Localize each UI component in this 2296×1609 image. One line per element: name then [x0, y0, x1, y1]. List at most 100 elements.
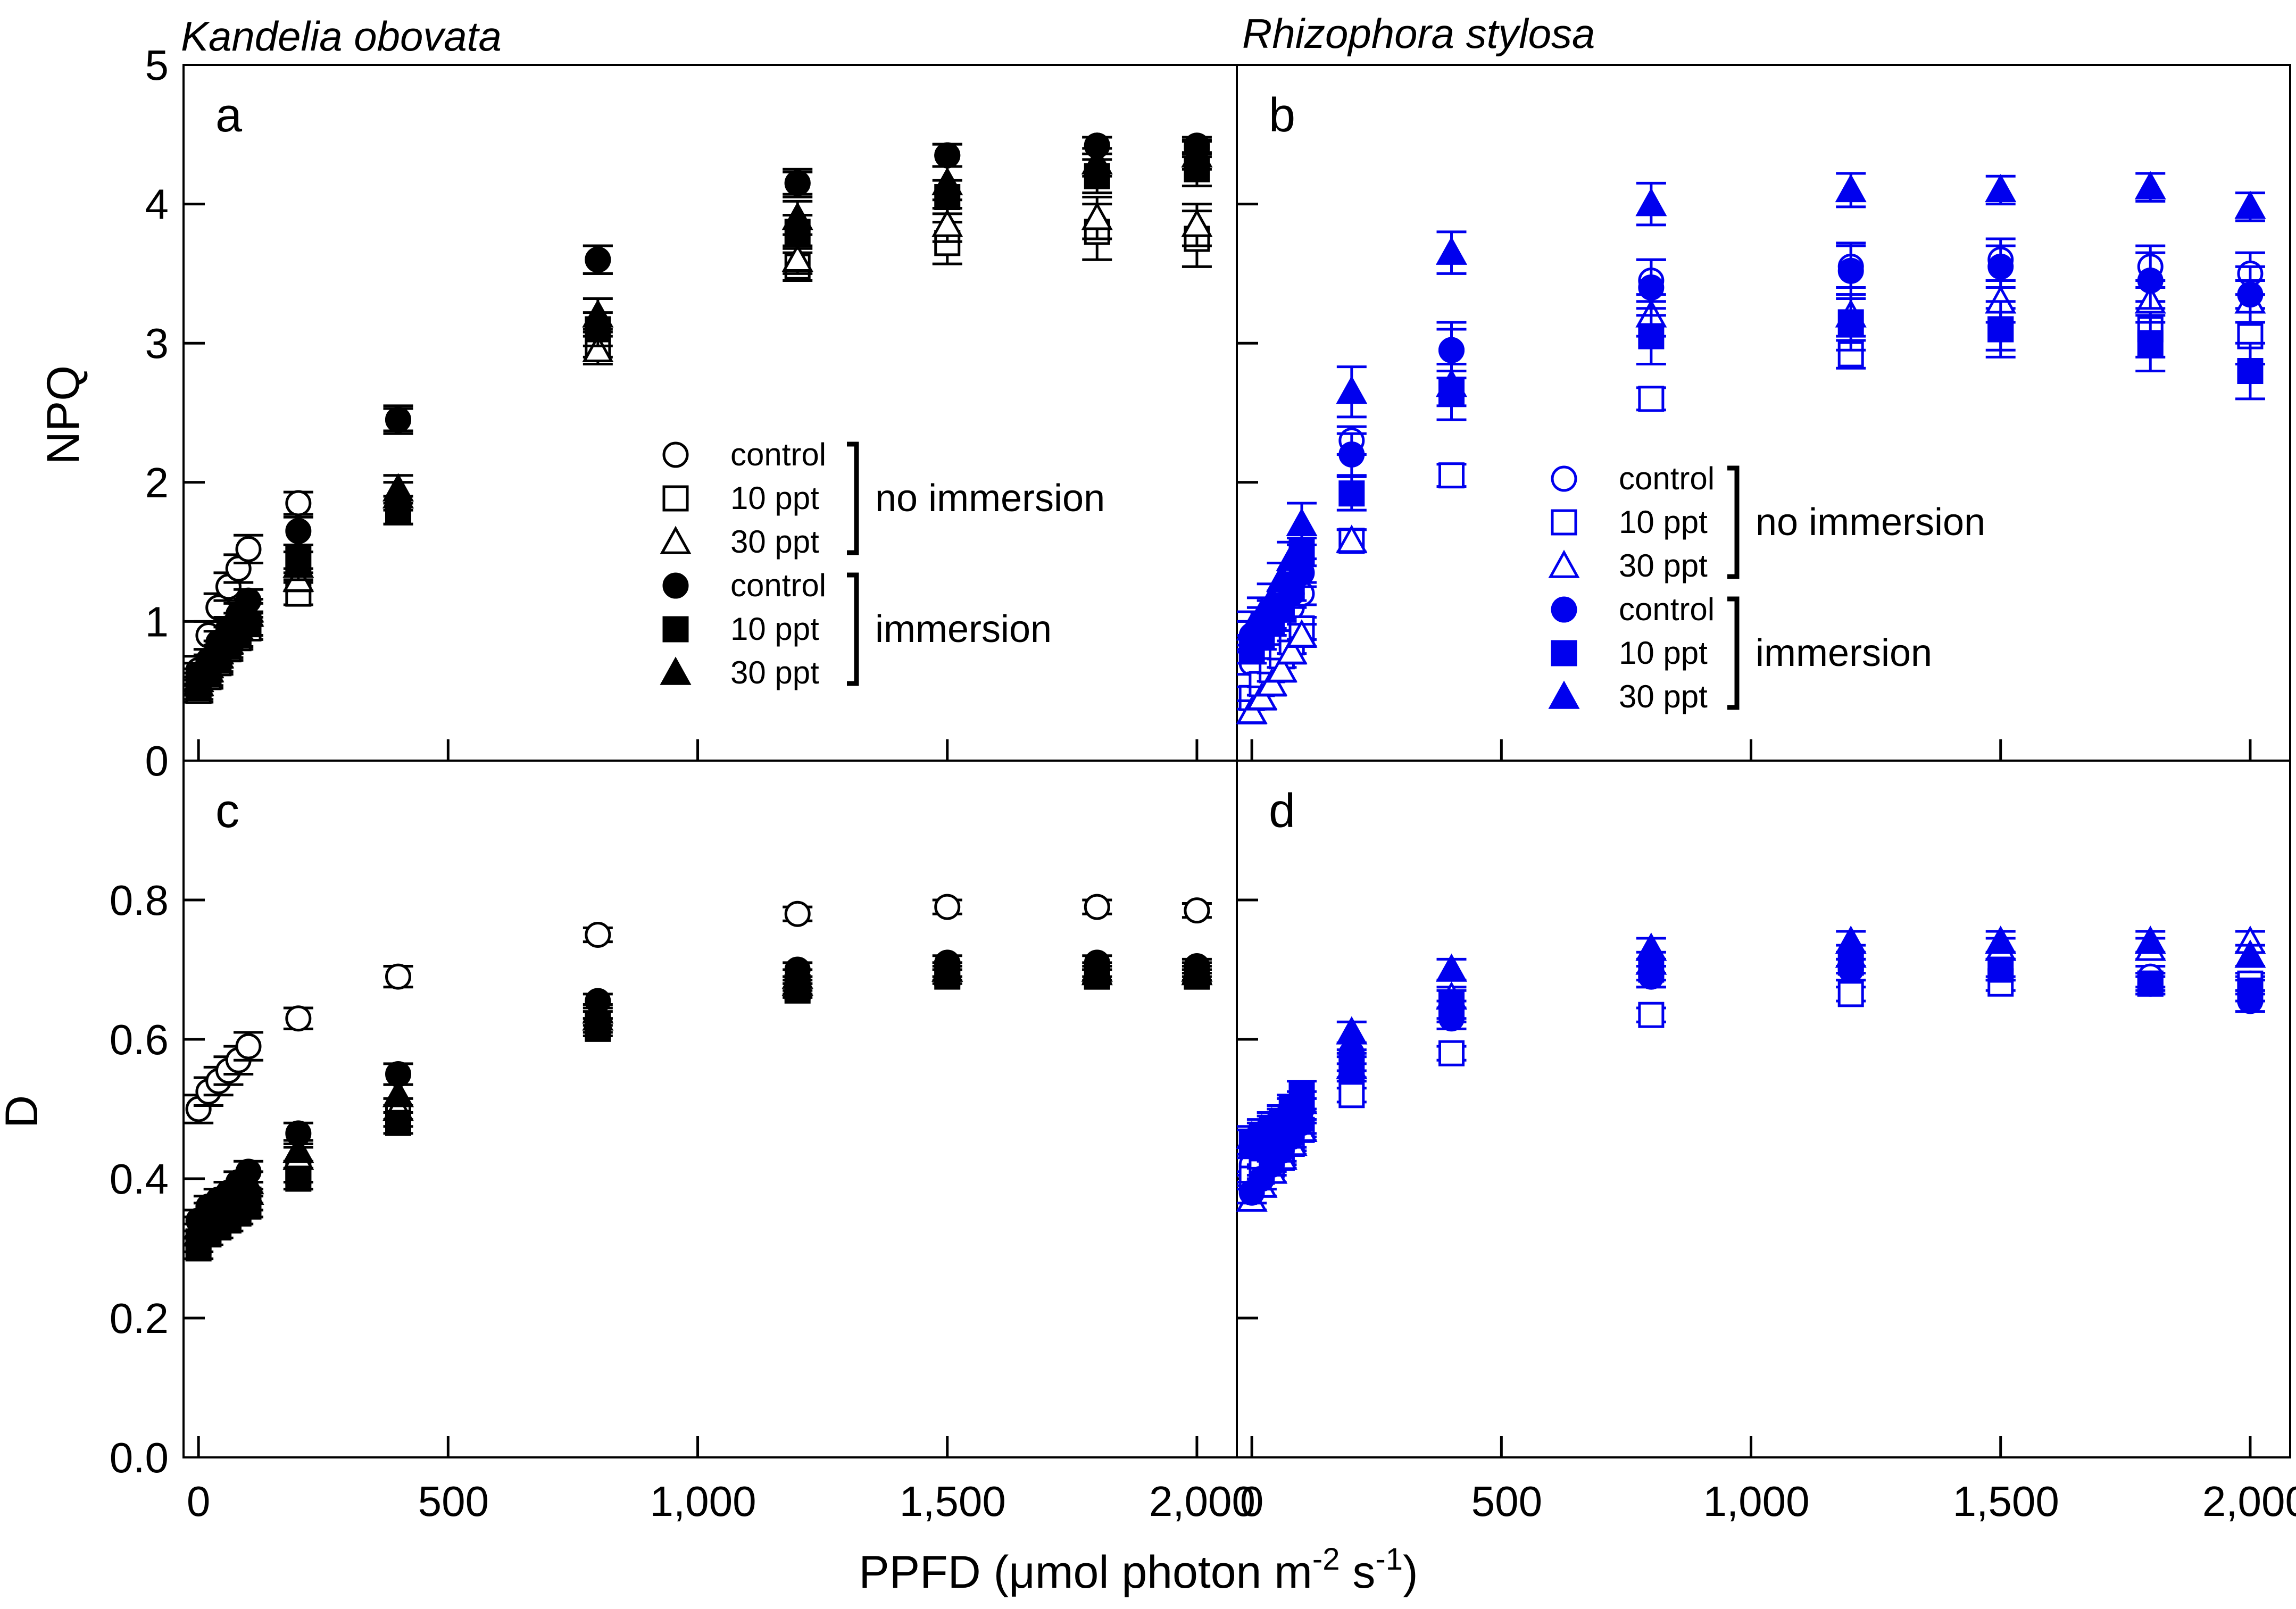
data-point	[1286, 619, 1318, 648]
data-point	[1081, 146, 1113, 174]
data-point	[585, 246, 611, 273]
data-point	[1336, 1016, 1368, 1045]
y-tick-label: 0	[145, 737, 169, 785]
x-tick-label: 1,500	[900, 1478, 1006, 1525]
data-point	[2234, 190, 2266, 219]
legend-marker	[662, 441, 689, 468]
legend-label: 30 ppt	[730, 524, 819, 560]
data-point	[1181, 209, 1213, 237]
data-point	[193, 649, 224, 678]
data-point	[1266, 654, 1298, 682]
legend-marker	[660, 656, 692, 685]
species-title-right: Rhizophora stylosa	[1242, 10, 1595, 57]
data-point	[235, 1033, 262, 1060]
data-point	[1246, 598, 1278, 627]
data-point	[1987, 316, 2014, 343]
data-point	[1438, 991, 1465, 1018]
legend-label: 10 ppt	[730, 611, 819, 647]
data-point	[1837, 981, 1864, 1007]
data-point	[1276, 636, 1308, 664]
data-point	[2137, 267, 2164, 294]
data-point	[285, 1005, 312, 1032]
x-title-prefix: PPFD (	[859, 1547, 1009, 1598]
data-point	[232, 1166, 264, 1195]
y-tick-label: 2	[145, 459, 169, 506]
legend-marker	[1548, 549, 1580, 578]
data-point	[182, 663, 214, 693]
data-point	[1256, 584, 1288, 613]
legend-bracket	[1727, 596, 1740, 710]
legend-marker	[660, 526, 692, 554]
legend-marker	[662, 616, 689, 643]
data-point	[934, 894, 961, 920]
data-point	[1236, 695, 1268, 724]
data-point	[2237, 977, 2264, 1004]
legend-bracket	[1727, 465, 1740, 579]
data-point	[1236, 612, 1268, 641]
data-point	[2134, 171, 2166, 199]
data-point	[2137, 970, 2164, 997]
x-tick-label: 2,000	[1149, 1478, 1255, 1525]
panel-letter-c: c	[215, 785, 239, 838]
legend-bracket	[847, 572, 859, 686]
legend-marker	[1548, 680, 1580, 709]
data-point	[781, 960, 813, 989]
legend-label: control	[730, 437, 826, 472]
data-point	[2134, 926, 2166, 954]
data-point	[1286, 1086, 1318, 1114]
data-point	[2137, 330, 2164, 356]
data-point	[1837, 257, 1864, 284]
legend-bracket	[847, 441, 859, 555]
data-point	[931, 166, 963, 196]
y-tick-label: 0.2	[110, 1295, 169, 1342]
x-title-sup2: -1	[1375, 1542, 1403, 1577]
data-point	[1638, 1002, 1665, 1028]
x-title-sup1: -2	[1312, 1542, 1340, 1577]
x-tick-label: 0	[1240, 1478, 1264, 1525]
data-point	[931, 953, 963, 982]
data-point	[934, 142, 961, 169]
species-title-left: Kandelia obovata	[181, 13, 502, 60]
data-point	[582, 995, 614, 1024]
data-point	[781, 243, 813, 272]
legend-group-label: no immersion	[875, 477, 1105, 520]
legend-label: control	[1619, 461, 1715, 496]
x-tick-label: 1,500	[1953, 1478, 2059, 1525]
data-point	[1338, 1054, 1365, 1080]
y-tick-label: 3	[145, 320, 169, 367]
data-point	[1338, 1082, 1365, 1108]
data-point	[1438, 462, 1465, 489]
data-point	[1435, 953, 1468, 982]
legend-label: 30 ppt	[1619, 679, 1708, 714]
data-point	[1286, 507, 1318, 537]
data-point	[1835, 173, 1867, 203]
data-marks	[182, 132, 2266, 1262]
data-point	[232, 594, 264, 623]
data-point	[282, 1135, 314, 1163]
data-point	[1081, 953, 1113, 982]
data-point	[382, 473, 414, 502]
data-point	[1837, 949, 1864, 976]
data-point	[2237, 281, 2264, 308]
x-tick-label: 500	[1471, 1478, 1542, 1525]
x-tick-label: 1,000	[650, 1478, 756, 1525]
data-point	[1985, 173, 2017, 203]
data-point	[1184, 897, 1210, 924]
y-tick-label: 5	[145, 41, 169, 89]
legend-label: control	[730, 568, 826, 603]
x-title-mid: mol photon m	[1035, 1547, 1312, 1598]
x-tick-label: 0	[187, 1478, 211, 1525]
data-point	[1435, 236, 1468, 265]
data-point	[285, 490, 312, 516]
data-point	[1276, 543, 1308, 571]
data-point	[212, 622, 245, 651]
data-point	[1635, 932, 1667, 961]
data-point	[285, 1165, 312, 1192]
x-tick-label: 500	[418, 1478, 489, 1525]
data-point	[1266, 563, 1298, 592]
data-point	[385, 963, 412, 990]
data-point	[235, 536, 262, 562]
legend-marker	[1551, 640, 1577, 666]
data-point	[282, 549, 314, 578]
